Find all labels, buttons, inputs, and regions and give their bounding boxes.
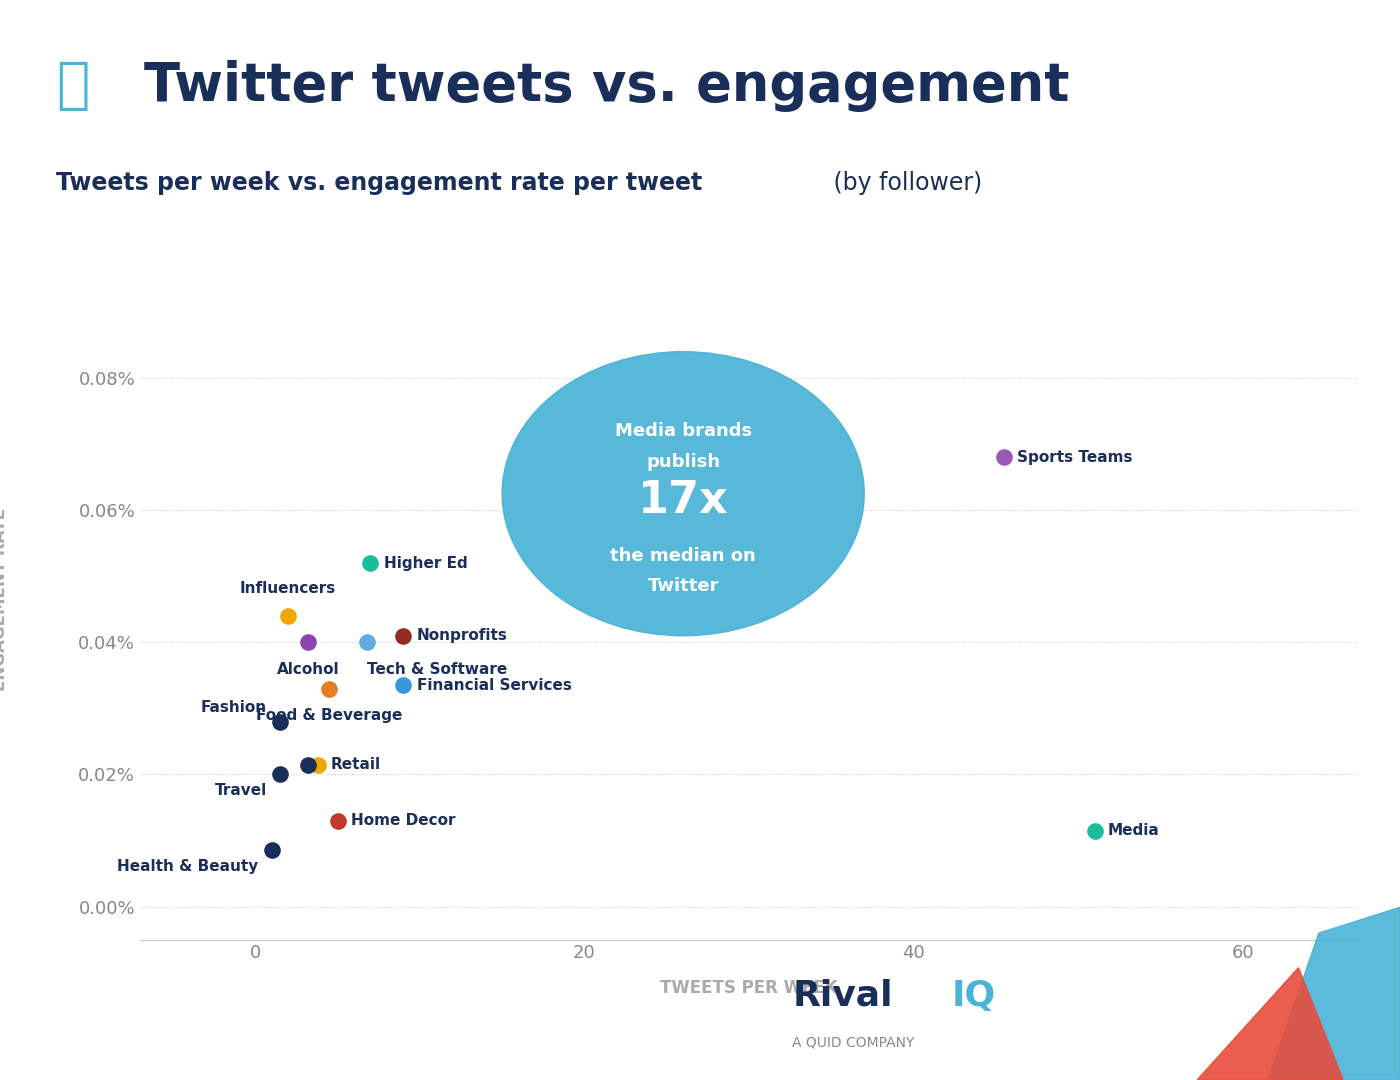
Text: Tech & Software: Tech & Software xyxy=(367,662,507,677)
Ellipse shape xyxy=(503,352,864,636)
Point xyxy=(297,634,319,651)
Text: IQ: IQ xyxy=(952,978,997,1013)
Point xyxy=(277,607,300,624)
Text: Media brands: Media brands xyxy=(615,422,752,441)
Text: Health & Beauty: Health & Beauty xyxy=(118,860,259,875)
Point xyxy=(360,554,382,571)
Text: Financial Services: Financial Services xyxy=(417,678,571,692)
Text: Nonprofits: Nonprofits xyxy=(417,629,507,644)
Point xyxy=(1084,822,1106,839)
Point xyxy=(269,713,291,730)
Text: Rival: Rival xyxy=(792,978,893,1013)
Text: Media: Media xyxy=(1107,823,1159,838)
Polygon shape xyxy=(1197,968,1343,1080)
Point xyxy=(993,448,1015,465)
Point xyxy=(307,756,329,773)
Text: Twitter: Twitter xyxy=(647,577,720,595)
Point xyxy=(318,680,340,698)
Point xyxy=(326,812,349,829)
Text: (by follower): (by follower) xyxy=(826,171,983,194)
Point xyxy=(392,627,414,645)
Text: publish: publish xyxy=(645,454,720,472)
Text: Twitter tweets vs. engagement: Twitter tweets vs. engagement xyxy=(144,60,1070,112)
X-axis label: TWEETS PER WEEK: TWEETS PER WEEK xyxy=(661,980,837,997)
Polygon shape xyxy=(1268,907,1400,1080)
Text: Food & Beverage: Food & Beverage xyxy=(256,708,402,724)
Y-axis label: ENGAGEMENT RATE: ENGAGEMENT RATE xyxy=(0,508,8,691)
Point xyxy=(260,841,283,859)
Point xyxy=(297,756,319,773)
Text: Fashion: Fashion xyxy=(200,700,267,715)
Point xyxy=(356,634,378,651)
Text: the median on: the median on xyxy=(610,548,756,565)
Text: Higher Ed: Higher Ed xyxy=(384,555,468,570)
Text: Travel: Travel xyxy=(214,783,267,798)
Text: A QUID COMPANY: A QUID COMPANY xyxy=(792,1036,914,1049)
Text: Tweets per week vs. engagement rate per tweet: Tweets per week vs. engagement rate per … xyxy=(56,171,703,194)
Text: Sports Teams: Sports Teams xyxy=(1018,450,1133,464)
Text: Home Decor: Home Decor xyxy=(350,813,455,828)
Text: Retail: Retail xyxy=(330,757,381,772)
Point xyxy=(392,677,414,694)
Text: Influencers: Influencers xyxy=(239,581,336,596)
Text: Alcohol: Alcohol xyxy=(277,662,339,677)
Text: 17x: 17x xyxy=(638,480,728,523)
Point xyxy=(269,766,291,783)
Text: 🐦: 🐦 xyxy=(56,59,90,113)
